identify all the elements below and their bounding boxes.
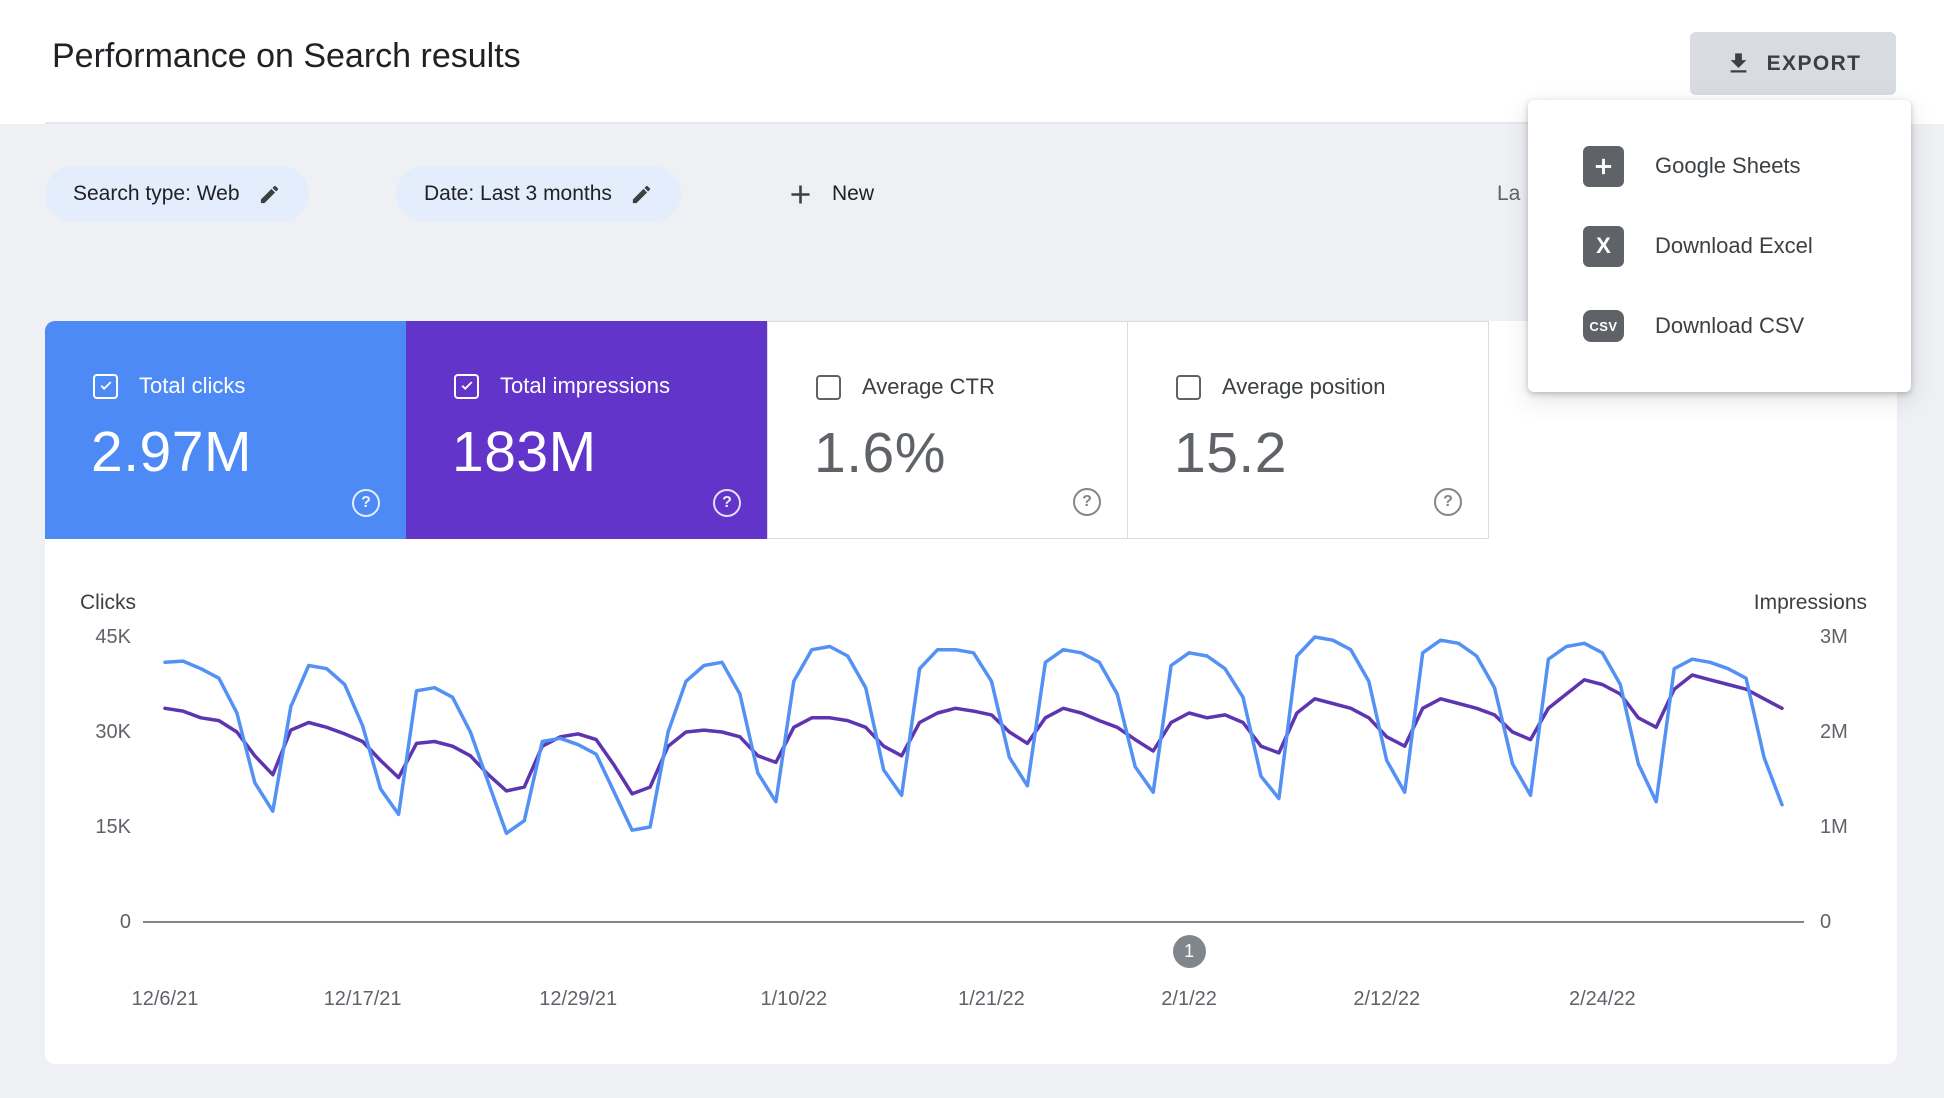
date-filter-label: Date: Last 3 months bbox=[424, 182, 612, 205]
y-axis-tick-right: 1M bbox=[1820, 816, 1848, 838]
checkbox-checked-icon[interactable] bbox=[454, 373, 479, 399]
search-type-filter-label: Search type: Web bbox=[73, 182, 240, 205]
checkbox-unchecked-icon[interactable] bbox=[1176, 374, 1201, 400]
menu-item-google-sheets[interactable]: Google Sheets bbox=[1528, 126, 1911, 206]
metric-card-average-ctr[interactable]: Average CTR 1.6% ? bbox=[767, 321, 1128, 539]
metric-label: Average position bbox=[1222, 374, 1386, 399]
performance-chart[interactable]: Clicks Impressions 45K 30K 15K 0 3M 2M 1M 0 12/6… bbox=[45, 539, 1897, 1064]
help-icon[interactable]: ? bbox=[1434, 488, 1462, 516]
performance-panel: Total clicks 2.97M ? Total impressions 1… bbox=[45, 321, 1897, 1064]
right-axis-title: Impressions bbox=[1753, 591, 1867, 614]
help-icon[interactable]: ? bbox=[352, 489, 380, 517]
csv-icon: CSV bbox=[1583, 310, 1624, 342]
x-axis-date-label: 12/6/21 bbox=[131, 988, 199, 1010]
metric-card-total-impressions[interactable]: Total impressions 183M ? bbox=[406, 321, 767, 539]
page-header: Performance on Search results EXPORT bbox=[0, 0, 1944, 124]
x-axis-date-label: 1/21/22 bbox=[958, 988, 1025, 1010]
y-axis-tick-left: 30K bbox=[95, 721, 131, 743]
download-icon bbox=[1725, 50, 1752, 77]
series-line-clicks bbox=[163, 635, 1784, 836]
last-updated-text-partial: La bbox=[1497, 182, 1521, 205]
y-axis-tick-right: 2M bbox=[1820, 721, 1848, 743]
metric-value: 1.6% bbox=[814, 421, 946, 485]
metric-value: 15.2 bbox=[1174, 421, 1287, 485]
metric-value: 2.97M bbox=[91, 420, 252, 484]
search-type-filter-chip[interactable]: Search type: Web bbox=[45, 166, 309, 222]
checkbox-checked-icon[interactable] bbox=[93, 373, 118, 399]
google-sheets-icon bbox=[1583, 145, 1624, 187]
metric-label: Total impressions bbox=[500, 373, 670, 398]
x-axis-date-label: 2/12/22 bbox=[1353, 988, 1421, 1010]
plus-icon bbox=[785, 179, 816, 210]
y-axis-tick-left: 45K bbox=[95, 626, 131, 648]
help-icon[interactable]: ? bbox=[1073, 488, 1101, 516]
excel-icon: X bbox=[1583, 225, 1624, 267]
metric-value: 183M bbox=[452, 420, 597, 484]
header-divider bbox=[45, 122, 1897, 124]
y-axis-tick-left: 15K bbox=[95, 816, 131, 838]
menu-item-label: Download CSV bbox=[1655, 313, 1805, 338]
metric-head: Total impressions bbox=[454, 373, 670, 399]
y-axis-tick-right: 3M bbox=[1820, 626, 1848, 648]
x-axis-date-label: 1/10/22 bbox=[760, 988, 828, 1010]
metric-card-average-position[interactable]: Average position 15.2 ? bbox=[1128, 321, 1489, 539]
metric-label: Average CTR bbox=[862, 374, 995, 399]
menu-item-download-excel[interactable]: X Download Excel bbox=[1528, 206, 1911, 286]
date-filter-chip[interactable]: Date: Last 3 months bbox=[396, 166, 681, 222]
menu-item-download-csv[interactable]: CSV Download CSV bbox=[1528, 286, 1911, 366]
metric-card-total-clicks[interactable]: Total clicks 2.97M ? bbox=[45, 321, 406, 539]
metric-head: Average CTR bbox=[816, 374, 995, 400]
chart-canvas[interactable] bbox=[143, 620, 1804, 936]
help-icon[interactable]: ? bbox=[713, 489, 741, 517]
y-axis-tick-left: 0 bbox=[119, 911, 131, 933]
x-axis-date-label: 12/29/21 bbox=[539, 988, 618, 1010]
new-filter-label: New bbox=[832, 182, 875, 205]
series-line-impressions bbox=[163, 673, 1784, 796]
export-button-label: EXPORT bbox=[1766, 51, 1862, 75]
y-axis-tick-right: 0 bbox=[1820, 911, 1832, 933]
left-axis-title: Clicks bbox=[80, 591, 136, 614]
x-axis-date-label: 2/1/22 bbox=[1161, 988, 1217, 1010]
page-title: Performance on Search results bbox=[52, 37, 521, 75]
menu-item-label: Download Excel bbox=[1655, 233, 1813, 258]
chart-annotation-marker[interactable]: 1 bbox=[1172, 935, 1206, 968]
metric-head: Total clicks bbox=[93, 373, 245, 399]
metric-label: Total clicks bbox=[139, 373, 246, 398]
edit-pencil-icon bbox=[630, 183, 653, 206]
new-filter-button[interactable]: New bbox=[785, 166, 874, 222]
checkbox-unchecked-icon[interactable] bbox=[816, 374, 841, 400]
menu-item-label: Google Sheets bbox=[1655, 153, 1801, 178]
metric-head: Average position bbox=[1176, 374, 1386, 400]
export-dropdown-menu: Google Sheets X Download Excel CSV Downl… bbox=[1528, 100, 1911, 392]
x-axis-date-label: 2/24/22 bbox=[1568, 988, 1636, 1010]
export-button[interactable]: EXPORT bbox=[1690, 32, 1896, 95]
edit-pencil-icon bbox=[258, 183, 281, 206]
x-axis-date-label: 12/17/21 bbox=[323, 988, 402, 1010]
